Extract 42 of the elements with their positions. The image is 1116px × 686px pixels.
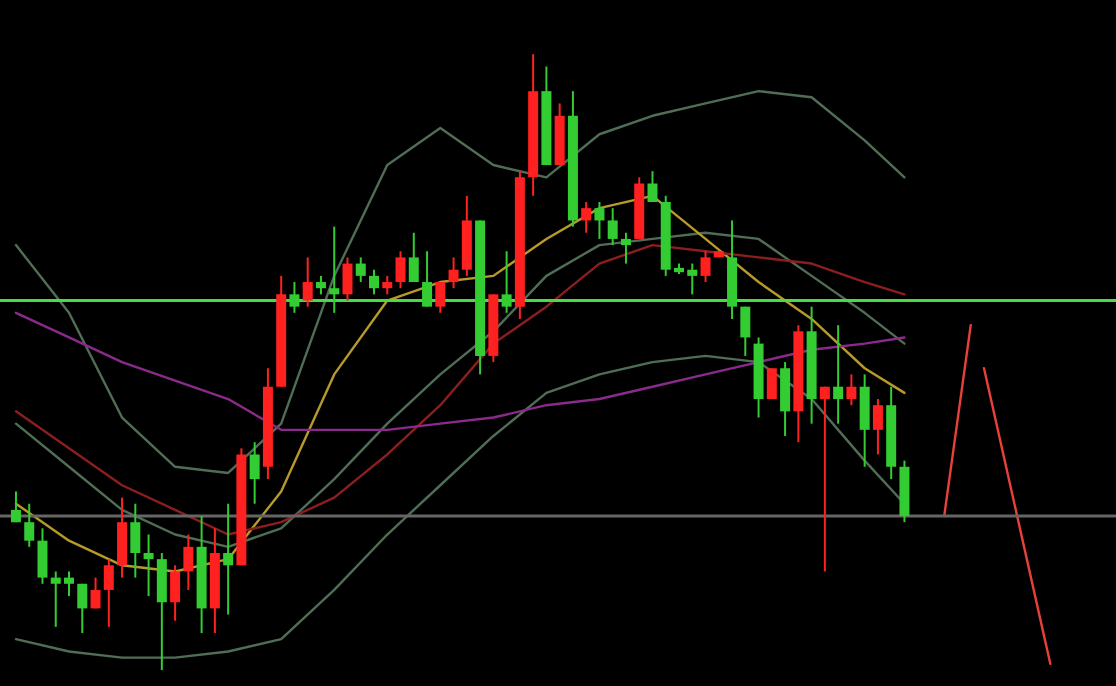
candlestick (422, 250, 433, 308)
candlestick (740, 305, 751, 357)
candlestick (130, 502, 141, 579)
candlestick (859, 373, 870, 468)
candlestick (766, 367, 777, 401)
candlestick (408, 231, 419, 284)
candlestick (435, 281, 446, 314)
candlestick (302, 256, 313, 308)
candlestick (170, 564, 181, 622)
candlestick (117, 496, 128, 579)
candlestick (143, 533, 154, 598)
candlestick (594, 200, 605, 240)
candlestick (249, 441, 260, 505)
candlestick (700, 250, 711, 284)
candlestick (395, 250, 406, 290)
candlestick (315, 274, 326, 296)
candlestick (846, 373, 857, 407)
candlestick (289, 281, 300, 314)
candlestick (833, 324, 844, 425)
candlestick (620, 231, 631, 265)
candlestick (780, 361, 791, 437)
candlestick (37, 527, 48, 585)
candlestick (10, 490, 21, 524)
candlestick (90, 576, 101, 610)
candlestick (342, 256, 353, 302)
candlestick (183, 533, 194, 591)
candlestick (223, 502, 234, 616)
candlestick (369, 268, 380, 296)
candlestick (448, 256, 459, 290)
candlestick (103, 558, 114, 628)
candlestick (329, 225, 340, 314)
candlestick (819, 385, 830, 573)
candlestick (581, 200, 592, 234)
candlestick (24, 502, 35, 548)
candlestick (382, 274, 393, 296)
candlestick (501, 250, 512, 314)
candlestick (77, 582, 88, 635)
candlestick (607, 207, 618, 247)
candlestick (872, 398, 883, 456)
candlestick (355, 256, 366, 284)
candlestick (647, 170, 658, 203)
candlestick (156, 551, 167, 671)
